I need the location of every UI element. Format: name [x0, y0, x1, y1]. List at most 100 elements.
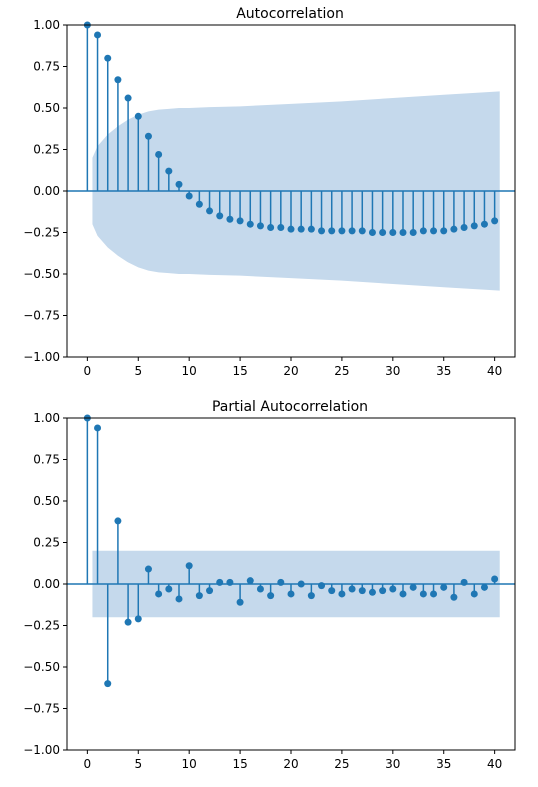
acf-xtick-label-25: 25	[334, 364, 349, 378]
pacf-marker-lag-6	[144, 565, 152, 573]
acf-marker-lag-32	[409, 229, 417, 236]
pacf-ytick-label-7: −0.75	[23, 702, 60, 716]
acf-ytick-label-3: 0.25	[33, 143, 60, 157]
acf-marker-lag-35	[440, 227, 448, 235]
pacf-plot-area: 0 5 10 15 20 25 30 35 40 1.00 0.75 0.50 0.25 0.00 −0.2…	[23, 411, 516, 771]
acf-marker-lag-9	[175, 180, 183, 188]
acf-marker-lag-23	[318, 227, 326, 235]
acf-ytick-label-1: 0.75	[33, 60, 60, 74]
acf-marker-lag-3	[114, 76, 122, 84]
acf-marker-lag-19	[277, 224, 285, 232]
pacf-marker-lag-2	[104, 680, 112, 688]
pacf-marker-lag-26	[348, 585, 356, 593]
pacf-ytick-label-0: 1.00	[33, 411, 60, 425]
acf-marker-lag-21	[297, 225, 305, 233]
acf-marker-lag-13	[216, 212, 224, 220]
acf-marker-lag-34	[430, 227, 438, 235]
acf-xtick-label-20: 20	[283, 364, 298, 378]
acf-marker-lag-4	[124, 94, 132, 102]
pacf-marker-lag-21	[297, 580, 305, 588]
pacf-marker-lag-30	[389, 585, 397, 593]
acf-ytick-label-0: 1.00	[33, 18, 60, 32]
pacf-marker-lag-22	[307, 592, 315, 600]
acf-plot-area: 0 5 10 15 20 25 30 35 40 1.00 0.75 0.50 0.25 0.00 −0.2…	[23, 18, 516, 378]
pacf-xtick-label-10: 10	[182, 757, 197, 771]
pacf-ytick-label-5: −0.25	[23, 619, 60, 633]
acf-marker-lag-24	[328, 227, 336, 235]
acf-ytick-label-8: −1.00	[23, 350, 60, 364]
pacf-xtick-label-25: 25	[334, 757, 349, 771]
acf-marker-lag-26	[348, 227, 356, 235]
acf-marker-lag-25	[338, 227, 346, 235]
pacf-marker-lag-4	[124, 618, 132, 626]
acf-marker-lag-40	[491, 217, 499, 225]
pacf-xtick-label-15: 15	[232, 757, 247, 771]
acf-marker-lag-31	[399, 229, 407, 236]
acf-xtick-label-15: 15	[232, 364, 247, 378]
pacf-marker-lag-29	[379, 587, 387, 595]
pacf-xtick-label-35: 35	[436, 757, 451, 771]
pacf-marker-lag-14	[226, 578, 234, 586]
acf-xtick-label-35: 35	[436, 364, 451, 378]
acf-marker-lag-29	[379, 229, 387, 236]
pacf-xtick-label-20: 20	[283, 757, 298, 771]
pacf-marker-lag-35	[440, 583, 448, 591]
pacf-marker-lag-32	[409, 583, 417, 591]
acf-marker-lag-27	[358, 227, 366, 235]
pacf-marker-lag-34	[430, 590, 438, 598]
pacf-marker-lag-24	[328, 587, 336, 595]
pacf-marker-lag-16	[246, 577, 254, 585]
acf-marker-lag-14	[226, 215, 234, 223]
pacf-marker-lag-37	[460, 578, 468, 586]
pacf-marker-lag-15	[236, 598, 244, 606]
pacf-marker-lag-13	[216, 578, 224, 586]
pacf-marker-lag-9	[175, 595, 183, 603]
autocorrelation-chart: Autocorrelation 0 5 10 15 20 25 30 35 40 1.00 0.75…	[23, 6, 516, 378]
acf-marker-lag-11	[195, 200, 203, 208]
pacf-marker-lag-5	[134, 615, 142, 623]
acf-ytick-label-5: −0.25	[23, 226, 60, 240]
acf-marker-lag-36	[450, 225, 458, 233]
acf-ytick-label-4: 0.00	[33, 184, 60, 198]
acf-marker-lag-38	[470, 222, 478, 230]
pacf-chart-title: Partial Autocorrelation	[212, 399, 368, 415]
pacf-marker-lag-19	[277, 578, 285, 586]
pacf-marker-lag-36	[450, 593, 458, 601]
pacf-ytick-label-4: 0.00	[33, 577, 60, 591]
pacf-marker-lag-28	[368, 588, 376, 596]
pacf-marker-lag-27	[358, 587, 366, 595]
acf-marker-lag-18	[267, 224, 275, 232]
acf-chart-title: Autocorrelation	[236, 6, 344, 22]
pacf-marker-lag-39	[480, 583, 488, 591]
pacf-marker-lag-3	[114, 517, 122, 525]
acf-marker-lag-7	[155, 150, 163, 158]
pacf-marker-lag-17	[256, 585, 264, 593]
acf-marker-lag-16	[246, 220, 254, 228]
pacf-xtick-label-30: 30	[385, 757, 400, 771]
acf-marker-lag-20	[287, 225, 295, 233]
pacf-marker-lag-8	[165, 585, 173, 593]
pacf-marker-lag-18	[267, 592, 275, 600]
pacf-marker-lag-23	[318, 582, 326, 590]
acf-marker-lag-37	[460, 224, 468, 232]
acf-marker-lag-5	[134, 112, 142, 120]
pacf-marker-lag-10	[185, 562, 193, 570]
acf-xtick-label-10: 10	[182, 364, 197, 378]
pacf-ytick-label-8: −1.00	[23, 743, 60, 757]
pacf-marker-lag-1	[94, 424, 102, 432]
pacf-xtick-label-5: 5	[134, 757, 142, 771]
pacf-marker-lag-31	[399, 590, 407, 598]
acf-marker-lag-33	[419, 227, 427, 235]
pacf-xtick-label-40: 40	[487, 757, 502, 771]
pacf-marker-lag-25	[338, 590, 346, 598]
pacf-marker-lag-12	[206, 587, 214, 595]
acf-xtick-label-30: 30	[385, 364, 400, 378]
acf-marker-lag-10	[185, 192, 193, 200]
pacf-ytick-label-1: 0.75	[33, 453, 60, 467]
pacf-xtick-label-0: 0	[84, 757, 92, 771]
pacf-marker-lag-33	[419, 590, 427, 598]
partial-autocorrelation-chart: Partial Autocorrelation 0 5 10 15 20 25 30 35 40…	[23, 399, 516, 771]
acf-marker-lag-1	[94, 31, 102, 39]
acf-marker-lag-30	[389, 229, 397, 236]
